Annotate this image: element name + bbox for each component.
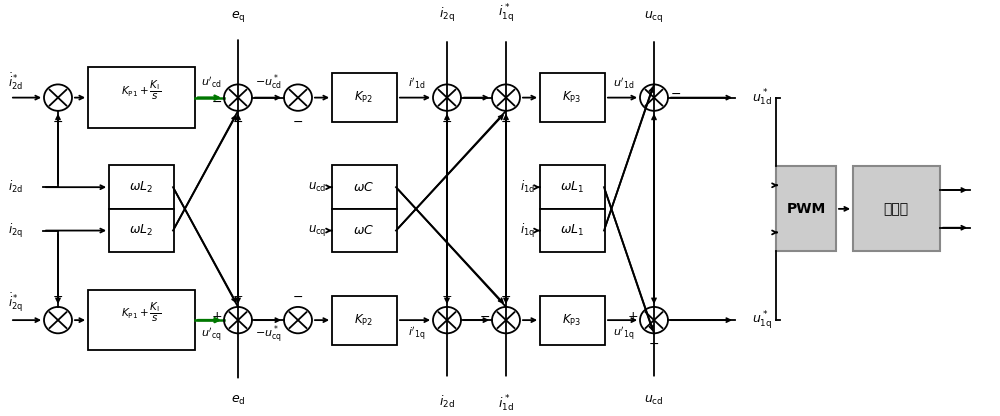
Text: $i'_{\rm 1d}$: $i'_{\rm 1d}$ <box>408 76 426 91</box>
Text: $K_{\rm P3}$: $K_{\rm P3}$ <box>562 312 582 328</box>
Bar <box>776 166 836 251</box>
Text: $e_{\rm q}$: $e_{\rm q}$ <box>231 9 245 24</box>
Text: $K_{\rm P1}+\dfrac{K_{\rm I}}{s}$: $K_{\rm P1}+\dfrac{K_{\rm I}}{s}$ <box>121 79 161 102</box>
Text: $-$: $-$ <box>232 114 244 128</box>
Text: $u'_{\rm 1d}$: $u'_{\rm 1d}$ <box>613 76 635 91</box>
Bar <box>540 296 604 344</box>
Text: $+$: $+$ <box>441 290 453 303</box>
Text: $\omega L_2$: $\omega L_2$ <box>129 180 153 195</box>
Text: $e_{\rm d}$: $e_{\rm d}$ <box>231 394 245 407</box>
Text: $u'_{\rm cq}$: $u'_{\rm cq}$ <box>201 327 221 344</box>
Bar <box>88 67 194 128</box>
Text: $u_{\rm cq}$: $u_{\rm cq}$ <box>308 223 327 238</box>
Text: $-u^*_{\rm cq}$: $-u^*_{\rm cq}$ <box>255 324 281 346</box>
Text: $K_{\rm P2}$: $K_{\rm P2}$ <box>354 312 374 328</box>
Text: $i_{\rm 2d}$: $i_{\rm 2d}$ <box>8 179 23 195</box>
Text: $\dot{i}^*_{\rm 2q}$: $\dot{i}^*_{\rm 2q}$ <box>8 292 23 314</box>
Text: $i^*_{\rm 1d}$: $i^*_{\rm 1d}$ <box>498 394 514 414</box>
Text: $i_{\rm 1q}$: $i_{\rm 1q}$ <box>520 222 535 240</box>
Text: $i_{\rm 1d}$: $i_{\rm 1d}$ <box>520 179 535 195</box>
Text: $-$: $-$ <box>52 114 64 128</box>
Bar <box>852 166 940 251</box>
Text: $+$: $+$ <box>232 290 244 303</box>
Bar <box>332 166 396 209</box>
Text: $+$: $+$ <box>211 310 222 323</box>
Text: $i_{\rm 2q}$: $i_{\rm 2q}$ <box>439 6 455 24</box>
Text: $-$: $-$ <box>292 114 304 128</box>
Text: $u'_{\rm cd}$: $u'_{\rm cd}$ <box>201 75 221 90</box>
Text: $\omega C$: $\omega C$ <box>353 224 375 237</box>
Text: $\omega C$: $\omega C$ <box>353 181 375 194</box>
Text: $u^*_{\rm 1q}$: $u^*_{\rm 1q}$ <box>752 309 772 331</box>
Text: $-$: $-$ <box>500 114 512 128</box>
Text: $K_{\rm P3}$: $K_{\rm P3}$ <box>562 90 582 105</box>
Bar <box>332 296 396 344</box>
Text: $u_{\rm cd}$: $u_{\rm cd}$ <box>644 394 664 407</box>
Text: $i_{\rm 2d}$: $i_{\rm 2d}$ <box>439 394 455 410</box>
Text: $K_{\rm P2}$: $K_{\rm P2}$ <box>354 90 374 105</box>
Text: 逆变器: 逆变器 <box>883 202 909 216</box>
Text: $i_{\rm 2q}$: $i_{\rm 2q}$ <box>8 222 23 240</box>
Text: $-$: $-$ <box>441 114 453 128</box>
Text: $K_{\rm P1}+\dfrac{K_{\rm I}}{s}$: $K_{\rm P1}+\dfrac{K_{\rm I}}{s}$ <box>121 301 161 324</box>
Text: $u^*_{\rm 1d}$: $u^*_{\rm 1d}$ <box>752 87 772 108</box>
Text: $-$: $-$ <box>292 290 304 303</box>
Bar <box>88 290 194 350</box>
Bar <box>332 73 396 122</box>
Text: $\omega L_1$: $\omega L_1$ <box>560 223 584 238</box>
Text: $i'_{\rm 1q}$: $i'_{\rm 1q}$ <box>408 326 426 343</box>
Text: $-$: $-$ <box>500 290 512 303</box>
Bar <box>108 166 174 209</box>
Text: $-$: $-$ <box>52 290 64 303</box>
Text: $-$: $-$ <box>479 310 490 323</box>
Text: $+$: $+$ <box>627 310 638 323</box>
Bar <box>540 73 604 122</box>
Text: $i^*_{\rm 1q}$: $i^*_{\rm 1q}$ <box>498 2 514 24</box>
Text: $-u^*_{\rm cd}$: $-u^*_{\rm cd}$ <box>255 73 281 92</box>
Text: $-$: $-$ <box>670 87 681 100</box>
Text: $u_{\rm cq}$: $u_{\rm cq}$ <box>644 9 664 24</box>
Text: $-$: $-$ <box>211 95 222 108</box>
Bar <box>332 209 396 252</box>
Bar <box>540 166 604 209</box>
Text: $u'_{\rm 1q}$: $u'_{\rm 1q}$ <box>613 326 635 343</box>
Text: $\omega L_1$: $\omega L_1$ <box>560 180 584 195</box>
Text: $\omega L_2$: $\omega L_2$ <box>129 223 153 238</box>
Text: $-$: $-$ <box>648 337 660 350</box>
Bar <box>540 209 604 252</box>
Bar <box>108 209 174 252</box>
Text: $\dot{i}^*_{\rm 2d}$: $\dot{i}^*_{\rm 2d}$ <box>8 71 23 92</box>
Text: $u_{\rm cd}$: $u_{\rm cd}$ <box>308 181 327 194</box>
Text: PWM: PWM <box>786 202 826 216</box>
